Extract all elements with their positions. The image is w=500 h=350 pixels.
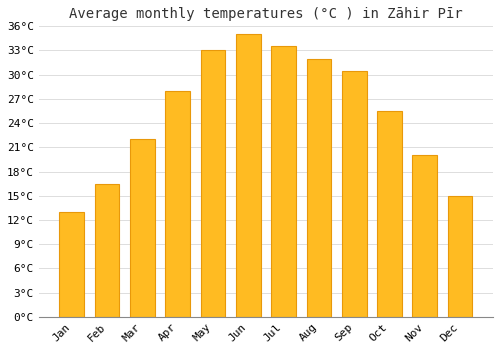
Title: Average monthly temperatures (°C ) in Zāhir Pīr: Average monthly temperatures (°C ) in Zā…: [69, 7, 462, 21]
Bar: [306, 58, 331, 317]
Bar: [130, 139, 155, 317]
Bar: [271, 47, 296, 317]
Bar: [448, 196, 472, 317]
Bar: [236, 34, 260, 317]
Bar: [342, 71, 366, 317]
Bar: [412, 155, 437, 317]
Bar: [166, 91, 190, 317]
Bar: [60, 212, 84, 317]
Bar: [377, 111, 402, 317]
Bar: [200, 50, 226, 317]
Bar: [94, 184, 120, 317]
